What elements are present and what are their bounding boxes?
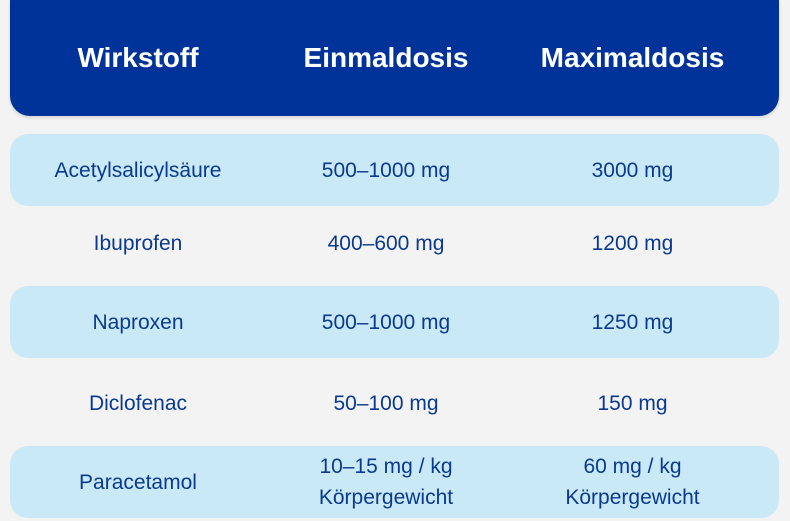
substance-cell: Acetylsalicylsäure (54, 158, 222, 182)
header-max-dose: Maximaldosis (540, 42, 725, 73)
max-dose-cell: 3000 mg (591, 158, 674, 182)
max-dose-cell: 1250 mg (591, 310, 674, 334)
max-dose-cell: 60 mg / kg Körpergewicht (506, 451, 759, 513)
substance-cell: Ibuprofen (93, 231, 183, 255)
table-row: Diclofenac 50–100 mg 150 mg (10, 364, 779, 442)
table-row: Acetylsalicylsäure 500–1000 mg 3000 mg (10, 134, 779, 206)
max-dose-line1: 60 mg / kg (583, 455, 682, 478)
header-substance: Wirkstoff (77, 42, 199, 73)
single-dose-cell: 500–1000 mg (321, 310, 451, 334)
table-row: Naproxen 500–1000 mg 1250 mg (10, 286, 779, 358)
single-dose-cell: 400–600 mg (327, 231, 445, 255)
single-dose-cell: 10–15 mg / kg Körpergewicht (266, 451, 506, 513)
substance-cell: Diclofenac (88, 391, 188, 415)
table-row: Ibuprofen 400–600 mg 1200 mg (10, 206, 779, 280)
single-dose-line2: Körpergewicht (318, 486, 454, 509)
table-row: Paracetamol 10–15 mg / kg Körpergewicht … (10, 446, 779, 518)
max-dose-cell: 150 mg (597, 391, 668, 415)
single-dose-line1: 10–15 mg / kg (319, 455, 453, 478)
header-single-dose: Einmaldosis (303, 42, 469, 73)
max-dose-line2: Körpergewicht (565, 486, 700, 509)
substance-cell: Paracetamol (79, 470, 197, 494)
max-dose-cell: 1200 mg (591, 231, 674, 255)
table-header: Wirkstoff Einmaldosis Maximaldosis (10, 0, 779, 116)
single-dose-cell: 50–100 mg (333, 391, 439, 415)
substance-cell: Naproxen (92, 310, 184, 334)
single-dose-cell: 500–1000 mg (321, 158, 451, 182)
